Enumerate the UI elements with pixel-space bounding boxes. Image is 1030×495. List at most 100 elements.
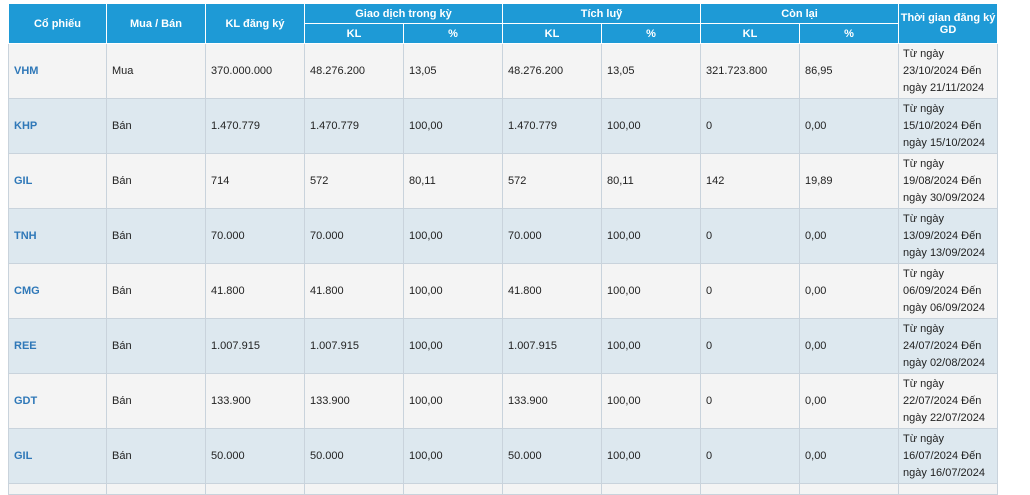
rem-kl-cell: 0 (700, 428, 801, 484)
side-cell: Bán (106, 263, 206, 319)
ticker-link[interactable]: GIL (14, 175, 33, 187)
table-row: REE Bán 1.007.915 1.007.915 100,00 1.007… (8, 318, 999, 374)
header-stock[interactable]: Cổ phiếu (8, 3, 107, 44)
period-kl-cell: 572 (304, 153, 404, 209)
empty-cell (601, 483, 702, 495)
ticker-cell: GDT (8, 373, 107, 429)
empty-cell (898, 483, 999, 495)
ticker-link[interactable]: TNH (14, 230, 37, 242)
date-line: Từ ngày (903, 432, 945, 445)
date-cell: Từ ngày 06/09/2024 Đến ngày 06/09/2024 (898, 263, 999, 319)
date-line: Từ ngày (903, 322, 945, 335)
period-kl-cell: 133.900 (304, 373, 404, 429)
rem-pct-cell: 19,89 (799, 153, 900, 209)
registered-cell: 1.007.915 (205, 318, 305, 374)
period-pct-cell: 100,00 (402, 98, 504, 154)
cum-pct-cell: 13,05 (601, 43, 702, 99)
header-time[interactable]: Thời gian đăng ký GD (898, 3, 999, 44)
date-cell: Từ ngày 15/10/2024 Đến ngày 15/10/2024 (898, 98, 999, 154)
table-header: Cổ phiếu Mua / Bán KL đăng ký Giao dịch … (8, 3, 999, 44)
registered-cell: 714 (205, 153, 305, 209)
date-line: Từ ngày (903, 267, 945, 280)
period-pct-cell: 100,00 (402, 428, 504, 484)
registered-cell: 41.800 (205, 263, 305, 319)
period-kl-cell: 70.000 (304, 208, 404, 264)
ticker-link[interactable]: REE (14, 340, 37, 352)
table-row: TNH Bán 70.000 70.000 100,00 70.000 100,… (8, 208, 999, 264)
period-kl-cell: 41.800 (304, 263, 404, 319)
ticker-cell: TNH (8, 208, 107, 264)
period-kl-cell: 1.007.915 (304, 318, 404, 374)
date-line: Từ ngày (903, 102, 945, 115)
rem-pct-cell: 0,00 (799, 208, 900, 264)
header-rem-kl[interactable]: KL (700, 23, 801, 44)
rem-kl-cell: 0 (700, 318, 801, 374)
cum-pct-cell: 100,00 (601, 373, 702, 429)
date-line: Từ ngày (903, 157, 945, 170)
ticker-link[interactable]: GDT (14, 395, 38, 407)
header-side[interactable]: Mua / Bán (106, 3, 206, 44)
date-line: 24/07/2024 Đến (903, 339, 982, 352)
date-line: ngày 02/08/2024 (903, 356, 985, 369)
date-line: Từ ngày (903, 212, 945, 225)
table-row: GIL Bán 714 572 80,11 572 80,11 142 19,8… (8, 153, 999, 209)
rem-pct-cell: 0,00 (799, 428, 900, 484)
date-line: 19/08/2024 Đến (903, 174, 982, 187)
date-line: ngày 06/09/2024 (903, 301, 985, 314)
side-cell: Mua (106, 43, 206, 99)
registered-cell: 133.900 (205, 373, 305, 429)
rem-pct-cell: 0,00 (799, 263, 900, 319)
ticker-cell: GIL (8, 153, 107, 209)
cum-kl-cell: 70.000 (502, 208, 603, 264)
period-pct-cell: 80,11 (402, 153, 504, 209)
period-pct-cell: 100,00 (402, 208, 504, 264)
empty-cell (799, 483, 900, 495)
cum-pct-cell: 80,11 (601, 153, 702, 209)
cum-kl-cell: 50.000 (502, 428, 603, 484)
ticker-link[interactable]: KHP (14, 120, 38, 132)
header-period-kl[interactable]: KL (304, 23, 404, 44)
cum-pct-cell: 100,00 (601, 318, 702, 374)
rem-kl-cell: 0 (700, 98, 801, 154)
ticker-link[interactable]: CMG (14, 285, 40, 297)
header-rem-pct[interactable]: % (799, 23, 900, 44)
period-pct-cell: 100,00 (402, 263, 504, 319)
header-registered[interactable]: KL đăng ký (205, 3, 305, 44)
date-cell: Từ ngày 23/10/2024 Đến ngày 21/11/2024 (898, 43, 999, 99)
ticker-cell: KHP (8, 98, 107, 154)
empty-cell (402, 483, 504, 495)
rem-pct-cell: 0,00 (799, 318, 900, 374)
period-kl-cell: 1.470.779 (304, 98, 404, 154)
rem-kl-cell: 321.723.800 (700, 43, 801, 99)
registered-cell: 1.470.779 (205, 98, 305, 154)
header-cum-kl[interactable]: KL (502, 23, 603, 44)
ticker-link[interactable]: VHM (14, 65, 39, 77)
ticker-cell: VHM (8, 43, 107, 99)
date-line: ngày 16/07/2024 (903, 466, 985, 479)
date-line: ngày 13/09/2024 (903, 246, 985, 259)
cum-kl-cell: 41.800 (502, 263, 603, 319)
date-line: ngày 15/10/2024 (903, 136, 985, 149)
rem-kl-cell: 0 (700, 263, 801, 319)
table-row: KHP Bán 1.470.779 1.470.779 100,00 1.470… (8, 98, 999, 154)
registered-cell: 50.000 (205, 428, 305, 484)
header-period-pct[interactable]: % (402, 23, 504, 44)
date-line: 15/10/2024 Đến (903, 119, 982, 132)
ticker-cell: REE (8, 318, 107, 374)
period-pct-cell: 13,05 (402, 43, 504, 99)
rem-kl-cell: 0 (700, 373, 801, 429)
header-cum-pct[interactable]: % (601, 23, 702, 44)
empty-cell (700, 483, 801, 495)
date-line: 06/09/2024 Đến (903, 284, 982, 297)
table-row: GDT Bán 133.900 133.900 100,00 133.900 1… (8, 373, 999, 429)
table-row: VHM Mua 370.000.000 48.276.200 13,05 48.… (8, 43, 999, 99)
table-row: CMG Bán 41.800 41.800 100,00 41.800 100,… (8, 263, 999, 319)
rem-pct-cell: 86,95 (799, 43, 900, 99)
period-pct-cell: 100,00 (402, 373, 504, 429)
date-cell: Từ ngày 22/07/2024 Đến ngày 22/07/2024 (898, 373, 999, 429)
ticker-link[interactable]: GIL (14, 450, 33, 462)
insider-trading-table: Cổ phiếu Mua / Bán KL đăng ký Giao dịch … (8, 3, 999, 495)
registered-cell: 70.000 (205, 208, 305, 264)
ticker-cell: CMG (8, 263, 107, 319)
empty-cell (205, 483, 305, 495)
